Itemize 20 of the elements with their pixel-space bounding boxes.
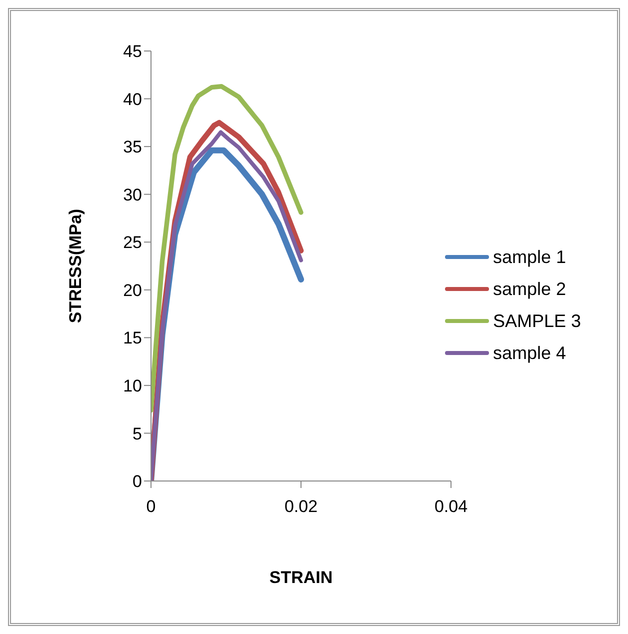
y-tick-label: 30 (123, 185, 142, 204)
y-tick-label: 25 (123, 233, 142, 252)
legend-label: sample 4 (493, 342, 566, 364)
x-tick-label: 0.02 (284, 497, 318, 516)
x-tick-label: 0.04 (434, 497, 468, 516)
line-series (151, 84, 304, 413)
y-tick-label: 45 (123, 42, 142, 62)
x-tick-label: 0 (146, 497, 156, 516)
y-tick-label: 35 (123, 138, 142, 157)
y-tick-label: 0 (132, 472, 142, 492)
y-tick-label: 40 (123, 90, 142, 109)
y-tick-label: 20 (123, 280, 142, 300)
legend-label: sample 2 (493, 278, 566, 300)
y-axis-title: STRESS(MPa) (66, 208, 86, 324)
y-tick-label: 10 (123, 376, 142, 396)
legend-label: SAMPLE 3 (493, 310, 582, 332)
y-tick-label: 5 (132, 424, 142, 444)
x-axis-title: STRAIN (269, 568, 333, 587)
legend-label: sample 1 (493, 246, 566, 268)
y-tick-label: 15 (123, 328, 142, 348)
